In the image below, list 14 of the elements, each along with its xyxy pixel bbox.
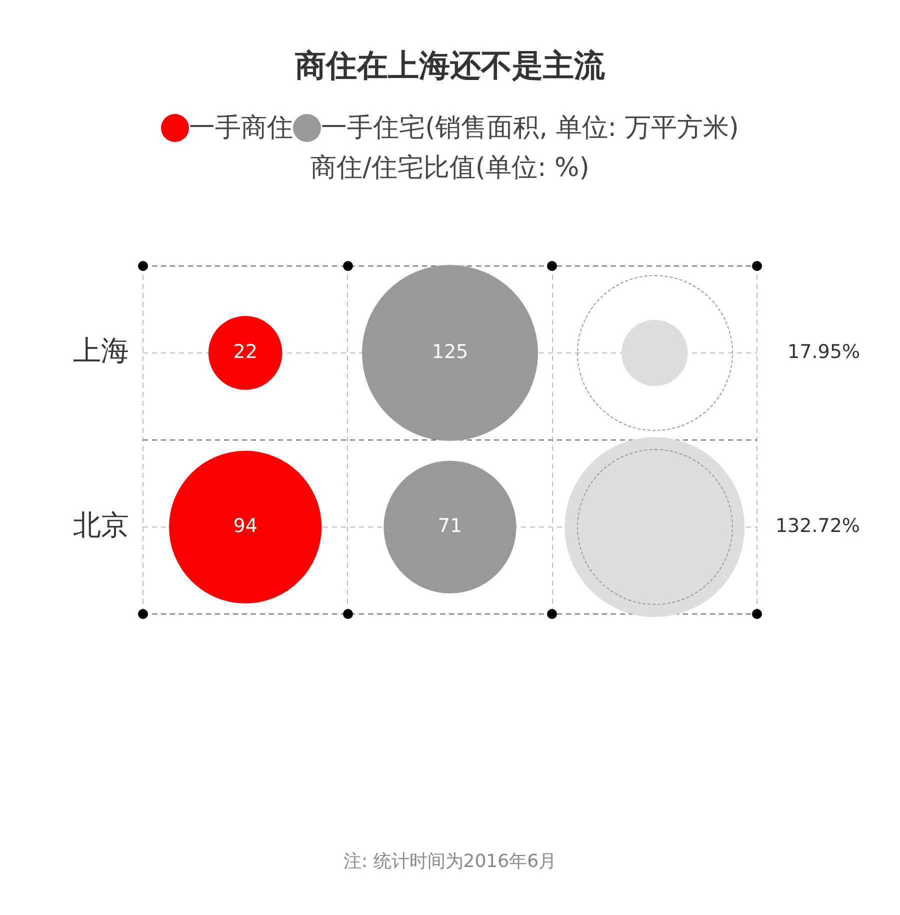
text: 商住在上海还不是主流 xyxy=(294,47,606,86)
legend-title: (销售面积, 单位: 万平方米) xyxy=(425,112,739,145)
text: 商住/住宅比值(单位: %) xyxy=(310,152,590,185)
legend-label: 一手住宅 xyxy=(321,112,426,145)
data-label: 17.95% xyxy=(788,340,860,363)
data-label: 22 xyxy=(233,340,258,363)
legend-label: 一手商住 xyxy=(189,112,294,145)
category-label: 北京 xyxy=(73,508,129,542)
data-label: 71 xyxy=(438,515,462,538)
data-label: 125 xyxy=(432,340,468,363)
data-label: 94 xyxy=(233,515,258,538)
data-label: 132.72% xyxy=(775,515,860,538)
text: 注: 统计时间为2016年6月 xyxy=(342,850,558,874)
category-label: 上海 xyxy=(73,334,129,368)
